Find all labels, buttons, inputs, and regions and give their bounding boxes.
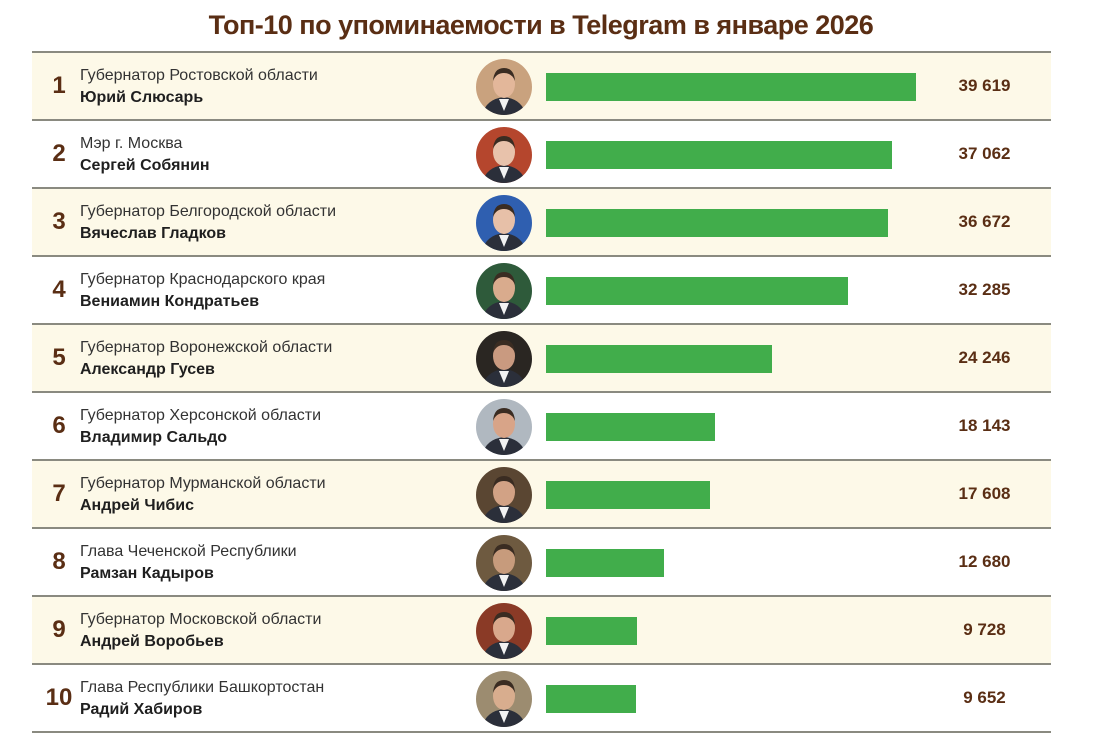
avatar-photo [476,671,532,727]
ranking-row: 7 Губернатор Мурманской области Андрей Ч… [32,461,1051,529]
avatar-photo [476,127,532,183]
portrait-icon [476,399,532,455]
rank-number: 6 [52,412,66,439]
mentions-count: 18 143 [958,416,1011,435]
person-name: Андрей Воробьев [80,633,224,650]
portrait-icon [476,467,532,523]
portrait-icon [476,127,532,183]
avatar-photo [476,467,532,523]
avatar-photo [476,59,532,115]
person-name: Юрий Слюсарь [80,89,204,106]
person-position: Губернатор Херсонской области [80,407,322,424]
ranking-row: 1 Губернатор Ростовской области Юрий Слю… [32,53,1051,121]
mentions-count: 37 062 [958,144,1011,163]
value-bar [546,549,664,577]
rank-number: 3 [52,208,66,235]
value-bar [546,617,637,645]
mentions-count: 32 285 [958,280,1011,299]
avatar-photo [476,195,532,251]
portrait-icon [476,535,532,591]
person-position: Губернатор Ростовской области [80,67,318,84]
ranking-row: 2 Мэр г. Москва Сергей Собянин 37 062 [32,121,1051,189]
person-name: Владимир Сальдо [80,429,228,446]
person-position: Мэр г. Москва [80,135,183,152]
rank-number: 1 [52,72,66,99]
person-name: Андрей Чибис [80,497,195,514]
ranking-row: 3 Губернатор Белгородской области Вячесл… [32,189,1051,257]
value-bar [546,277,848,305]
portrait-icon [476,59,532,115]
rank-number: 10 [45,684,73,711]
person-name: Радий Хабиров [80,701,203,718]
rank-number: 9 [52,616,66,643]
ranking-row: 8 Глава Чеченской Республики Рамзан Кады… [32,529,1051,597]
person-name: Сергей Собянин [80,157,210,174]
rank-number: 8 [52,548,66,575]
avatar-photo [476,331,532,387]
value-bar [546,481,710,509]
person-name: Вениамин Кондратьев [80,293,260,310]
portrait-icon [476,671,532,727]
ranking-row: 4 Губернатор Краснодарского края Вениами… [32,257,1051,325]
value-bar [546,209,888,237]
mentions-count: 9 652 [963,688,1006,707]
person-position: Губернатор Воронежской области [80,339,333,356]
avatar-photo [476,399,532,455]
rank-number: 5 [52,344,66,371]
person-position: Губернатор Московской области [80,611,322,628]
value-bar [546,345,772,373]
portrait-icon [476,263,532,319]
person-name: Рамзан Кадыров [80,565,214,582]
rank-number: 2 [52,140,66,167]
next-chart-title-cutoff [0,728,1109,739]
portrait-icon [476,603,532,659]
person-position: Губернатор Белгородской области [80,203,336,220]
mentions-count: 39 619 [958,76,1011,95]
person-position: Губернатор Краснодарского края [80,271,326,288]
ranking-row: 10 Глава Республики Башкортостан Радий Х… [32,665,1051,733]
ranking-table: 1 Губернатор Ростовской области Юрий Слю… [32,51,1051,733]
mentions-count: 17 608 [958,484,1011,503]
person-name: Вячеслав Гладков [80,225,227,242]
portrait-icon [476,331,532,387]
value-bar [546,413,715,441]
rank-number: 4 [52,276,66,303]
avatar-photo [476,535,532,591]
chart-title: Топ-10 по упоминаемости в Telegram в янв… [208,10,874,40]
avatar-photo [476,603,532,659]
person-position: Губернатор Мурманской области [80,475,326,492]
ranking-row: 5 Губернатор Воронежской области Алексан… [32,325,1051,393]
person-position: Глава Чеченской Республики [80,543,297,560]
value-bar [546,141,892,169]
mentions-count: 36 672 [958,212,1011,231]
mentions-count: 12 680 [958,552,1011,571]
mentions-count: 24 246 [958,348,1011,367]
person-name: Александр Гусев [80,361,215,378]
mentions-count: 9 728 [963,620,1006,639]
avatar-photo [476,263,532,319]
rank-number: 7 [52,480,66,507]
value-bar [546,685,636,713]
ranking-row: 9 Губернатор Московской области Андрей В… [32,597,1051,665]
portrait-icon [476,195,532,251]
value-bar [546,73,916,101]
person-position: Глава Республики Башкортостан [80,679,325,696]
ranking-row: 6 Губернатор Херсонской области Владимир… [32,393,1051,461]
